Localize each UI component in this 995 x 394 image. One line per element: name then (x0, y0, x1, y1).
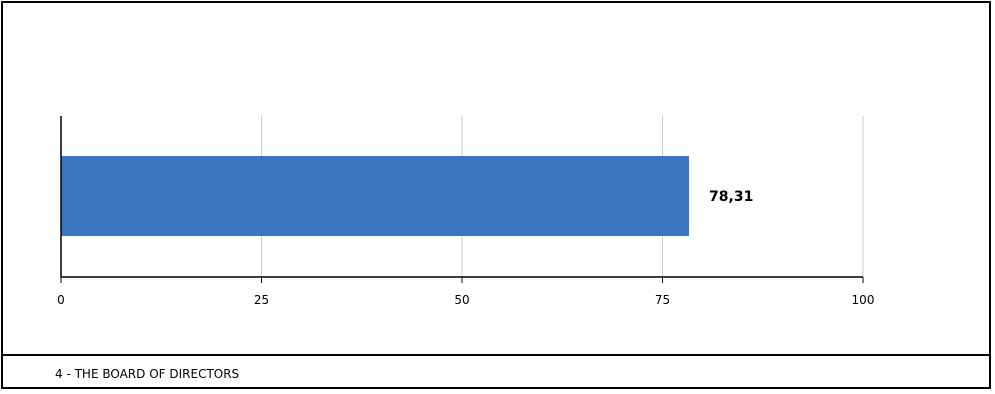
x-tick-label-0: 0 (57, 293, 65, 307)
bar-chart: 78,31 0 25 50 75 100 (57, 116, 875, 307)
bar-0 (61, 156, 690, 236)
x-tick-label-50: 50 (454, 293, 469, 307)
x-tick-label-25: 25 (254, 293, 269, 307)
footer-divider (3, 354, 989, 356)
chart-area: 78,31 0 25 50 75 100 (3, 3, 989, 353)
x-tick-label-75: 75 (655, 293, 670, 307)
x-tick-label-100: 100 (852, 293, 875, 307)
chart-caption: 4 - THE BOARD OF DIRECTORS (55, 367, 240, 381)
data-label-0: 78,31 (709, 189, 753, 205)
chart-panel: 78,31 0 25 50 75 100 4 - THE BOARD OF DIRECTO… (1, 1, 991, 389)
